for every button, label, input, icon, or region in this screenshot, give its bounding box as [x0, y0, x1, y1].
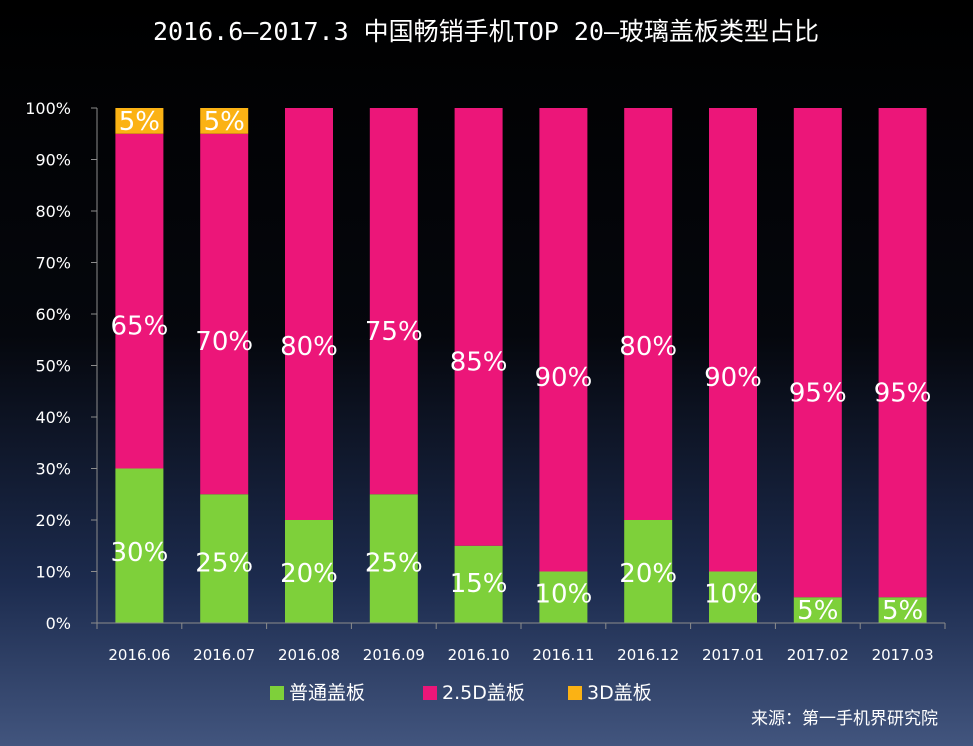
legend-swatch	[568, 686, 582, 700]
data-label: 20%	[619, 559, 677, 589]
bar-segment	[878, 108, 927, 598]
x-tick-label: 2016.09	[363, 646, 425, 664]
data-label: 5%	[797, 596, 838, 626]
y-tick-label: 80%	[35, 202, 71, 221]
data-label: 90%	[535, 363, 593, 393]
y-tick-label: 90%	[35, 151, 71, 170]
x-tick-label: 2017.03	[872, 646, 934, 664]
bar-segment	[709, 571, 757, 623]
bar-segment	[454, 545, 503, 623]
data-label: 15%	[450, 569, 508, 599]
y-tick-label: 30%	[35, 460, 71, 479]
bar-segment	[454, 108, 503, 546]
data-label: 25%	[195, 549, 253, 579]
bars: 30% 65% 5% 25% 70% 5% 20% 80% 25% 75% 15% 85% 10% 90%…	[111, 107, 932, 626]
legend-label: 普通盖板	[289, 682, 365, 704]
data-label: 5%	[119, 107, 160, 137]
chart-title: 2016.6—2017.3 中国畅销手机TOP 20—玻璃盖板类型占比	[153, 17, 819, 46]
bar-segment	[539, 571, 588, 623]
data-label: 5%	[882, 596, 923, 626]
y-tick-label: 40%	[35, 408, 71, 427]
data-label: 10%	[535, 579, 593, 609]
y-tick-label: 50%	[35, 357, 71, 376]
source-note: 来源：第一手机界研究院	[751, 709, 938, 729]
y-tick-label: 0%	[46, 614, 71, 633]
bar-segment	[369, 108, 418, 495]
data-label: 85%	[450, 348, 508, 378]
legend-label: 3D盖板	[587, 682, 652, 704]
legend-label: 2.5D盖板	[442, 682, 525, 704]
bar-segment	[369, 494, 418, 623]
y-tick-label: 60%	[35, 305, 71, 324]
legend-swatch	[423, 686, 437, 700]
y-tick-label: 10%	[35, 563, 71, 582]
data-label: 95%	[789, 379, 847, 409]
bar-segment	[115, 108, 164, 134]
legend-swatch	[270, 686, 284, 700]
bar-segment	[200, 494, 249, 623]
x-tick-label: 2017.01	[702, 646, 764, 664]
data-label: 5%	[204, 107, 245, 137]
bar-segment	[115, 133, 164, 469]
bar-segment	[115, 468, 164, 623]
data-label: 20%	[280, 559, 338, 589]
data-label: 25%	[365, 549, 423, 579]
bar-segment	[285, 520, 333, 623]
bar-segment	[709, 108, 757, 572]
data-label: 95%	[874, 379, 932, 409]
y-tick-label: 100%	[25, 99, 71, 118]
data-label: 80%	[619, 332, 677, 362]
data-label: 65%	[111, 312, 169, 342]
bar-segment	[793, 108, 842, 598]
x-tick-label: 2017.02	[787, 646, 849, 664]
x-tick-label: 2016.11	[532, 646, 594, 664]
x-tick-label: 2016.12	[617, 646, 679, 664]
y-axis: 0% 10% 20% 30% 40% 50% 60% 70% 80% 90% 100%	[25, 99, 98, 633]
legend: 普通盖板 2.5D盖板 3D盖板	[270, 682, 652, 704]
x-tick-label: 2016.08	[278, 646, 340, 664]
bar-segment	[624, 108, 673, 520]
bar-segment	[200, 133, 249, 495]
y-tick-label: 20%	[35, 511, 71, 530]
bar-segment	[200, 108, 249, 134]
bar-segment	[539, 108, 588, 572]
data-label: 80%	[280, 332, 338, 362]
bar-segment	[878, 597, 927, 623]
x-tick-label: 2016.10	[448, 646, 510, 664]
data-label: 30%	[111, 538, 169, 568]
data-label: 90%	[704, 363, 762, 393]
data-label: 75%	[365, 317, 423, 347]
bar-segment	[624, 520, 673, 623]
data-label: 10%	[704, 579, 762, 609]
x-tick-label: 2016.07	[193, 646, 255, 664]
bar-segment	[285, 108, 333, 520]
x-axis: 2016.06 2016.07 2016.08 2016.09 2016.10 2016.…	[96, 622, 946, 664]
x-tick-label: 2016.06	[108, 646, 170, 664]
data-label: 70%	[195, 327, 253, 357]
y-tick-label: 70%	[35, 254, 71, 273]
bar-segment	[793, 597, 842, 623]
